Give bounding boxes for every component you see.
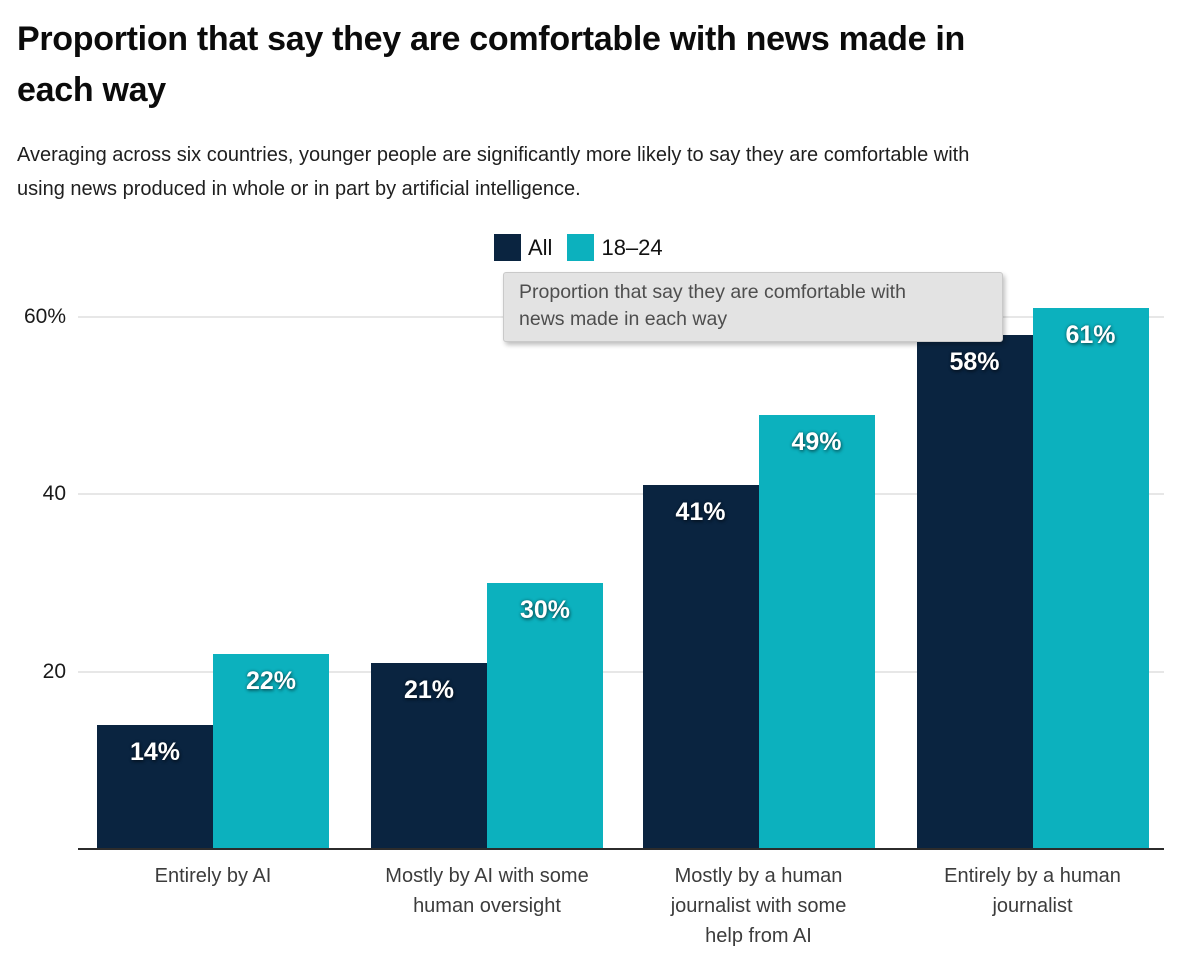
x-axis-label-line: journalist	[992, 895, 1073, 917]
legend-label-all: All	[528, 234, 553, 260]
x-axis-label-mostly-by-a-human-journalist-with-some-help-from-ai: Mostly by a human journalist with some hel…	[629, 861, 889, 951]
bar-18-24-mostly-by-ai-with-some-human-oversight[interactable]	[487, 583, 603, 849]
hover-tooltip: Proportion that say they are comfortable…	[503, 272, 1003, 342]
y-axis-tick-40: 40	[42, 482, 66, 506]
legend-item-18-24[interactable]: 18–24	[567, 233, 663, 261]
page-title-line1: Proportion that say they are comfortable…	[17, 20, 966, 58]
x-axis-label-entirely-by-a-human-journalist: Entirely by a human journalist	[903, 861, 1163, 921]
x-axis-label-mostly-by-ai-with-some-human-oversight: Mostly by AI with some human oversight	[357, 861, 617, 921]
tooltip-text-line1: Proportion that say they are comfortable…	[519, 281, 906, 303]
legend-swatch-18-24	[567, 233, 595, 261]
page-subtitle-line1: Averaging across six countries, younger …	[17, 144, 970, 166]
x-axis-line	[78, 848, 1164, 850]
x-axis-label-line: help from AI	[705, 925, 812, 947]
page-title: Proportion that say they are comfortable…	[17, 14, 1167, 116]
y-axis-tick-20: 20	[42, 659, 66, 683]
bar-all-entirely-by-a-human-journalist[interactable]	[916, 335, 1033, 849]
x-axis-label-line: Entirely by a human	[944, 865, 1121, 887]
gridline-40	[78, 493, 1164, 496]
bar-18-24-mostly-by-a-human-journalist-with-some-help-from-ai[interactable]	[758, 415, 875, 849]
x-axis-label-line: Mostly by a human	[674, 865, 843, 887]
page-title-line2: each way	[17, 71, 166, 109]
legend-item-all[interactable]: All	[494, 233, 553, 261]
gridline-20	[78, 670, 1164, 673]
legend-swatch-all	[494, 233, 521, 261]
legend: All 18–24	[494, 233, 663, 261]
x-axis-label-line: Entirely by AI	[154, 865, 272, 887]
x-axis-label-line: Mostly by AI with some	[385, 865, 589, 887]
x-axis-label-entirely-by-ai: Entirely by AI	[83, 861, 343, 891]
bar-all-entirely-by-ai[interactable]	[97, 725, 213, 849]
x-axis-label-line: human oversight	[413, 895, 561, 917]
legend-label-18-24: 18–24	[601, 234, 663, 260]
x-axis-label-line: journalist with some	[670, 895, 847, 917]
tooltip-text-line2: news made in each way	[519, 308, 728, 330]
page-subtitle-line2: using news produced in whole or in part …	[17, 178, 581, 200]
bar-all-mostly-by-ai-with-some-human-oversight[interactable]	[371, 663, 487, 849]
bar-18-24-entirely-by-ai[interactable]	[213, 654, 329, 849]
bar-all-mostly-by-a-human-journalist-with-some-help-from-ai[interactable]	[642, 485, 759, 849]
y-axis-tick-60: 60%	[23, 304, 66, 328]
page-subtitle: Averaging across six countries, younger …	[17, 138, 1157, 206]
bar-18-24-entirely-by-a-human-journalist[interactable]	[1032, 308, 1149, 849]
